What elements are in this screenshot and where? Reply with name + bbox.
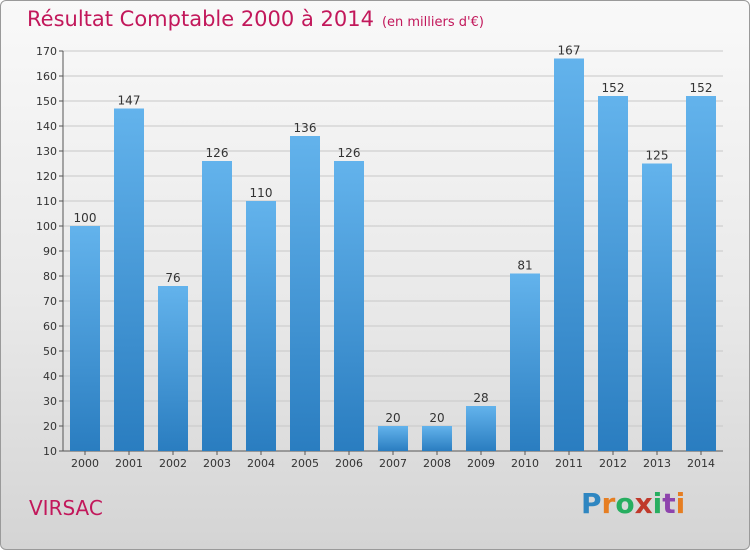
bar-2011 — [554, 58, 584, 451]
x-tick-label: 2007 — [379, 457, 407, 470]
x-tick-label: 2003 — [203, 457, 231, 470]
bar-2013 — [642, 163, 672, 451]
data-label: 126 — [206, 146, 229, 160]
bar-2003 — [202, 161, 232, 451]
x-tick-label: 2013 — [643, 457, 671, 470]
data-label: 147 — [118, 94, 141, 108]
proxiti-logo: Proxiti — [581, 487, 685, 520]
y-tick-label: 140 — [36, 120, 57, 133]
x-tick-label: 2004 — [247, 457, 275, 470]
bar-2005 — [290, 136, 320, 451]
x-tick-label: 2006 — [335, 457, 363, 470]
x-tick-label: 2000 — [71, 457, 99, 470]
logo-letter: r — [601, 487, 616, 520]
bar-2000 — [70, 226, 100, 451]
x-tick-label: 2011 — [555, 457, 583, 470]
data-label: 28 — [473, 391, 488, 405]
logo-letter: x — [634, 487, 653, 520]
location-label: VIRSAC — [29, 496, 103, 520]
data-label: 20 — [385, 411, 400, 425]
bar-2008 — [422, 426, 452, 451]
chart-title-text: Résultat Comptable 2000 à 2014 — [27, 7, 374, 31]
y-tick-label: 10 — [43, 445, 57, 458]
y-tick-label: 170 — [36, 45, 57, 58]
bar-2002 — [158, 286, 188, 451]
logo-letter: o — [615, 487, 635, 520]
data-label: 76 — [165, 271, 180, 285]
y-tick-label: 110 — [36, 195, 57, 208]
data-label: 81 — [517, 259, 532, 273]
y-tick-label: 120 — [36, 170, 57, 183]
x-tick-label: 2008 — [423, 457, 451, 470]
data-label: 100 — [74, 211, 97, 225]
y-tick-label: 160 — [36, 70, 57, 83]
x-tick-label: 2005 — [291, 457, 319, 470]
y-tick-label: 20 — [43, 420, 57, 433]
y-tick-label: 40 — [43, 370, 57, 383]
logo-letter: i — [675, 487, 686, 520]
data-label: 125 — [646, 149, 669, 163]
data-label: 110 — [250, 186, 273, 200]
bar-2004 — [246, 201, 276, 451]
y-tick-label: 130 — [36, 145, 57, 158]
data-label: 152 — [690, 81, 713, 95]
y-tick-label: 60 — [43, 320, 57, 333]
bar-2012 — [598, 96, 628, 451]
bar-2010 — [510, 273, 540, 451]
y-tick-label: 80 — [43, 270, 57, 283]
y-tick-label: 70 — [43, 295, 57, 308]
y-tick-label: 150 — [36, 95, 57, 108]
y-tick-label: 100 — [36, 220, 57, 233]
data-label: 126 — [338, 146, 361, 160]
bar-2014 — [686, 96, 716, 451]
logo-letter: t — [662, 487, 676, 520]
y-tick-label: 30 — [43, 395, 57, 408]
bar-2001 — [114, 108, 144, 451]
bar-2006 — [334, 161, 364, 451]
x-tick-label: 2009 — [467, 457, 495, 470]
bars — [70, 58, 716, 451]
data-label: 152 — [602, 81, 625, 95]
logo-letter: i — [652, 487, 663, 520]
x-tick-label: 2001 — [115, 457, 143, 470]
y-tick-label: 50 — [43, 345, 57, 358]
x-tick-label: 2012 — [599, 457, 627, 470]
data-labels: 100 147 76 126 110 136 126 20 20 28 81 167 152 125 152 — [74, 44, 713, 426]
data-label: 167 — [558, 44, 581, 58]
bar-2009 — [466, 406, 496, 451]
chart-title-unit: (en milliers d'€) — [381, 15, 484, 30]
chart-title: Résultat Comptable 2000 à 2014 (en millie… — [27, 7, 484, 31]
x-tick-label: 2010 — [511, 457, 539, 470]
y-tick-label: 90 — [43, 245, 57, 258]
bar-2007 — [378, 426, 408, 451]
x-tick-label: 2002 — [159, 457, 187, 470]
data-label: 20 — [429, 411, 444, 425]
data-label: 136 — [294, 121, 317, 135]
x-tick-label: 2014 — [687, 457, 715, 470]
logo-letter: P — [581, 487, 602, 520]
